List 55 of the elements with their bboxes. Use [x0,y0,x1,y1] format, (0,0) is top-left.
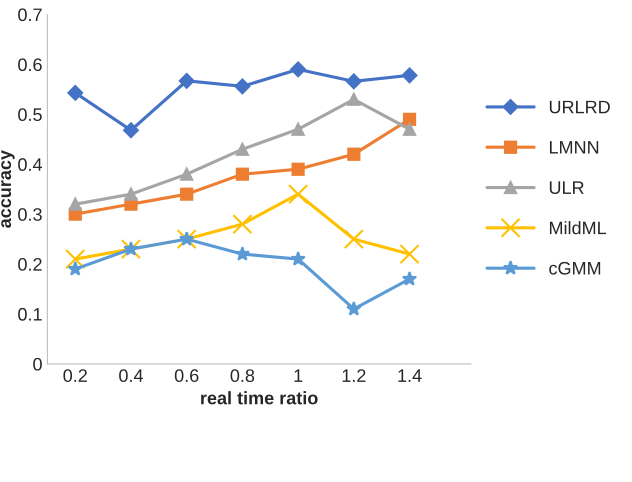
point [236,168,250,181]
point [292,122,305,136]
point [347,92,360,106]
point [402,112,416,126]
x-tick-label: 0.2 [63,369,87,382]
y-tick-label: 0.1 [18,308,42,321]
legend-label: LMNN [550,141,598,154]
point [65,249,86,270]
legend-label: cGMM [549,262,600,275]
x-tick-label: 0.6 [174,369,198,382]
legend-label: ULR [550,181,584,194]
point [290,61,306,78]
point [123,241,139,256]
y-tick-label: 0.7 [18,8,42,22]
y-tick-label: 0.2 [18,258,42,271]
point [232,214,252,234]
point [180,188,194,201]
point [346,73,362,90]
legend-label: MildML [550,221,606,234]
point [290,251,306,266]
x-tick-label: 1.4 [398,369,422,382]
point [344,229,364,250]
y-tick-label: 0.3 [18,208,42,221]
x-tick-label: 1 [294,369,302,382]
point [346,301,362,316]
point [123,122,139,138]
y-tick-label: 0.6 [18,58,42,72]
y-tick-label: 0 [33,358,42,371]
point [402,122,416,136]
point [292,162,305,176]
point [120,239,142,260]
legend-label: URLRD [550,100,610,114]
x-axis-title: real time ratio [201,391,318,404]
point [402,271,418,286]
point [288,184,308,204]
point [347,148,360,161]
x-tick-label: 0.4 [119,369,143,382]
y-tick-label: 0.5 [18,108,42,122]
point [234,246,250,261]
point [68,261,83,276]
point [67,84,84,101]
point [178,72,195,89]
point [234,78,250,94]
x-tick-label: 1.2 [342,369,366,382]
point [124,188,138,201]
point [179,231,194,246]
point [176,229,197,250]
y-axis-title: accuracy [1,150,15,228]
y-tick-label: 0.4 [18,158,42,171]
point [399,244,420,264]
point [236,142,250,156]
point [180,168,194,181]
x-tick-label: 0.8 [230,369,254,382]
point [402,67,418,84]
point [68,198,82,211]
